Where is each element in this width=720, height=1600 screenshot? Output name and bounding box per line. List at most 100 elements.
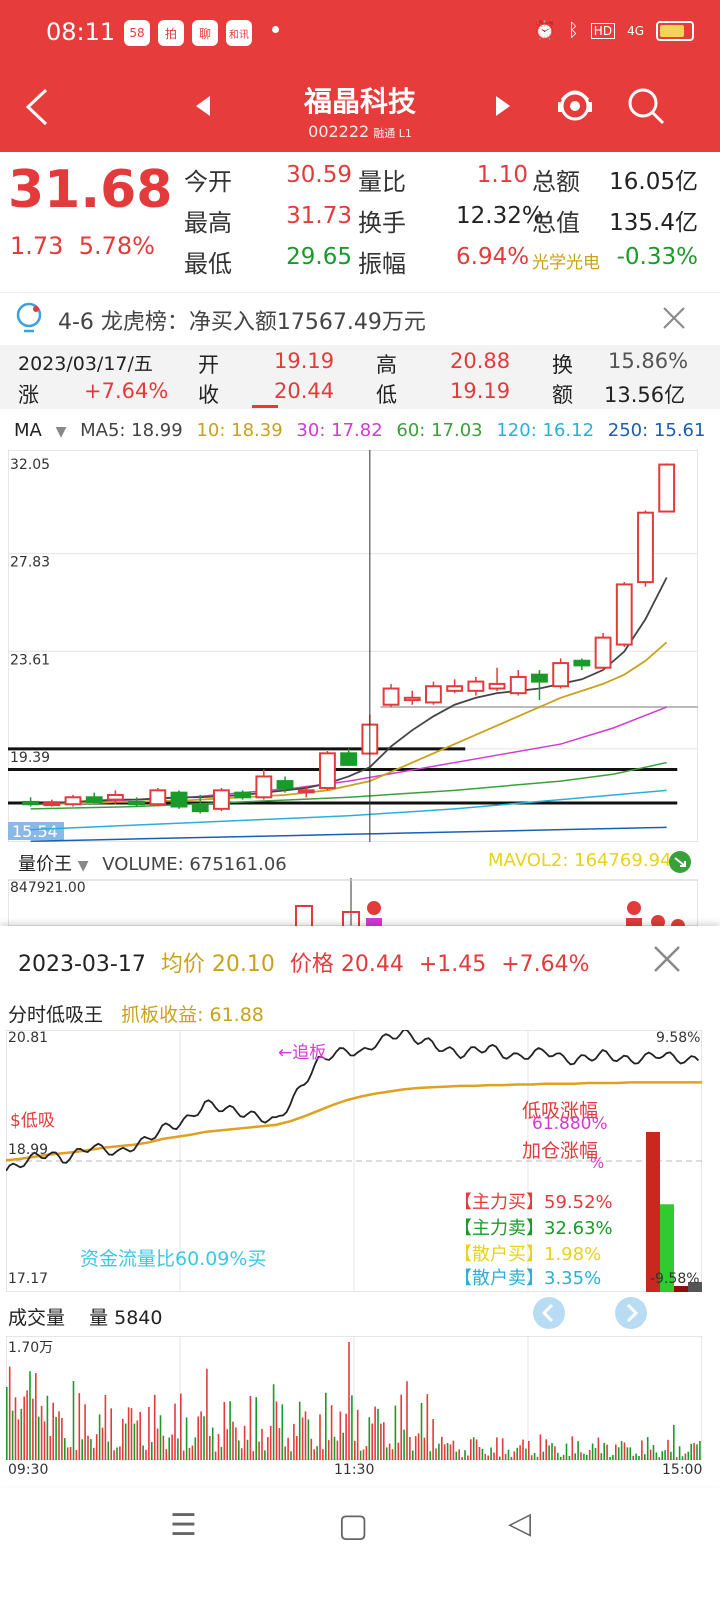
prev-day-icon[interactable] [532,1296,566,1330]
intraday-volume-chart[interactable] [6,1336,702,1460]
volume-bar [464,1450,466,1460]
day-date: 2023/03/17/五 [18,353,153,375]
volume-bar [429,1451,431,1460]
volume-bar [438,1443,440,1460]
volume-bar [69,1447,72,1460]
candle-body [637,511,654,584]
volume-bar [29,1371,31,1460]
kline-y-label: 27.83 [10,555,50,571]
hd-icon: HD [590,22,616,39]
volume-bar [252,1451,255,1460]
menu-icon[interactable]: ☰ [170,1508,197,1543]
low-buy-tag: $低吸 [10,1111,55,1131]
low-value: 19.19 [450,379,511,403]
volume-bar [298,1401,301,1460]
volume-bar [539,1434,542,1460]
volume-indicator-selector[interactable]: 量价王 [18,854,72,875]
popup-close-icon[interactable] [652,944,682,974]
volume-bar [513,1451,516,1460]
volume-bar [449,1444,452,1460]
close-icon[interactable] [662,306,686,330]
volume-bar [504,1453,507,1460]
volume-bar [264,1450,266,1460]
next-stock-icon[interactable] [496,96,510,116]
intraday-chart[interactable] [6,1030,702,1292]
volume-bar [156,1428,159,1460]
main-sell-text: 【主力卖】32.63% [454,1218,613,1239]
amount-label: 额 [552,383,573,407]
candle-body [149,789,167,806]
quote-label: 最低 [184,250,232,278]
volume-bar [153,1394,156,1460]
volume-bar [11,1410,14,1460]
lightbulb-icon [16,302,42,333]
volume-bar [229,1401,231,1460]
volume-bar [316,1446,318,1460]
volume-bar [565,1443,568,1460]
prev-stock-icon[interactable] [196,96,210,116]
open-label: 开 [198,353,219,377]
ma-dropdown-icon[interactable]: ▼ [55,424,67,440]
quote-value: 30.59 [286,162,352,188]
notification-dot-icon [272,26,279,33]
search-icon[interactable] [626,86,666,126]
retail-sell-text: 【散户卖】3.35% [454,1268,602,1289]
candle-body [573,659,591,667]
volume-bar [533,1452,536,1460]
volume-bar [35,1373,37,1460]
volume-bar [554,1446,556,1460]
volume-bar [281,1404,284,1460]
volume-bar [203,1416,205,1460]
next-day-icon[interactable] [614,1296,648,1330]
volume-bar [652,1445,655,1460]
volume-bar [487,1455,489,1460]
candle-body [382,687,400,706]
volume-dropdown-icon[interactable]: ▼ [77,858,89,874]
volume-bar [362,1449,365,1460]
customer-service-icon[interactable] [554,84,596,126]
home-icon[interactable]: ▢ [338,1506,369,1544]
volume-bar [75,1449,78,1460]
quote-label: 光学光电 [532,253,600,273]
intraday-ymin: 17.17 [8,1271,49,1287]
volume-bar [684,1453,687,1460]
candle-body [85,796,103,803]
volume-bar [325,1392,327,1460]
ma-legend[interactable]: MA ▼ MA5: 18.99 10: 18.39 30: 17.82 60: … [14,420,713,441]
volume-bar [522,1439,524,1460]
kline-chart[interactable]: 32.05 27.83 23.61 19.39 15.54 [8,450,698,842]
volume-bar [43,1421,46,1460]
quote-label: 振幅 [358,250,406,278]
volume-bar [342,1432,344,1460]
back-icon[interactable]: ◁ [508,1506,532,1541]
volume-bar [322,1449,324,1460]
volume-bar [200,1411,202,1460]
main-buy-bar [646,1132,660,1292]
volume-bar [98,1414,101,1460]
volume-bar [348,1342,350,1460]
dragon-tiger-notice[interactable]: 4-6 龙虎榜：净买入额17567.49万元 [0,292,720,343]
quote-value: 29.65 [286,244,352,270]
volume-bar [646,1437,649,1460]
volume-bar [133,1423,136,1460]
volume-bar [148,1406,150,1460]
volume-bar [162,1435,165,1460]
volume-bar [420,1402,423,1460]
back-arrow-icon[interactable] [24,86,50,128]
quote-value: 31.73 [286,203,352,229]
ma10-value: 10: 18.39 [196,420,283,441]
price-change: 1.73 5.78% [10,232,155,260]
popup-date: 2023-03-17 [18,952,146,977]
expand-icon[interactable] [668,850,692,874]
volume-bar [171,1434,173,1460]
ma-selector[interactable]: MA [14,420,42,441]
volume-bar [542,1451,545,1460]
quote-label: 总额 [532,168,580,196]
volume-bar [139,1411,141,1460]
volume-bar [14,1397,17,1460]
volume-bar [597,1437,600,1460]
intraday-indicator-name[interactable]: 分时低吸王 [8,1004,104,1026]
volume-bar [397,1442,400,1460]
intraday-pct-bot: -9.58% [650,1271,700,1287]
volume-bar [32,1398,34,1460]
